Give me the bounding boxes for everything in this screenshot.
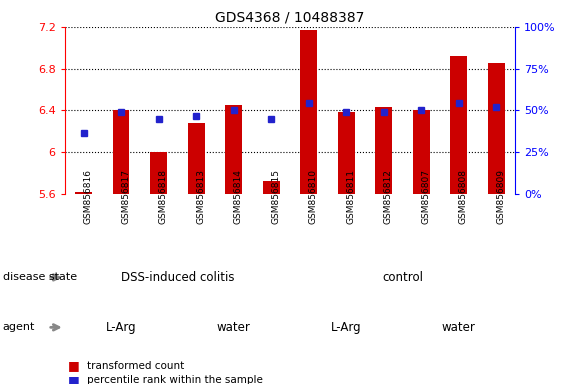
Text: water: water (217, 321, 251, 334)
Bar (450, 56, 467, 194)
Text: L-Arg: L-Arg (331, 321, 361, 334)
Text: ■: ■ (68, 359, 79, 372)
Text: GSM856818: GSM856818 (159, 169, 168, 224)
Text: ■: ■ (68, 374, 79, 384)
Bar (113, 111, 129, 194)
Text: GSM856810: GSM856810 (309, 169, 318, 224)
Text: GSM856815: GSM856815 (271, 169, 280, 224)
Bar (338, 113, 355, 194)
Text: GSM856811: GSM856811 (346, 169, 355, 224)
Text: GSM856817: GSM856817 (121, 169, 130, 224)
Text: DSS-induced colitis: DSS-induced colitis (120, 271, 234, 284)
Text: GSM856813: GSM856813 (196, 169, 205, 224)
Text: GSM856809: GSM856809 (497, 169, 506, 224)
Text: control: control (382, 271, 423, 284)
Text: GSM856812: GSM856812 (384, 169, 393, 224)
Bar (187, 123, 204, 194)
Text: water: water (442, 321, 476, 334)
Text: transformed count: transformed count (87, 361, 185, 371)
Bar (75, 192, 92, 194)
Bar (413, 111, 430, 194)
Text: percentile rank within the sample: percentile rank within the sample (87, 375, 263, 384)
Bar (376, 107, 392, 194)
Text: GSM856816: GSM856816 (83, 169, 92, 224)
Bar (150, 152, 167, 194)
Text: GSM856807: GSM856807 (421, 169, 430, 224)
Text: agent: agent (3, 322, 35, 333)
Text: L-Arg: L-Arg (106, 321, 136, 334)
Bar (300, 30, 317, 194)
Bar (225, 105, 242, 194)
Bar (488, 63, 505, 194)
Bar (263, 181, 280, 194)
Title: GDS4368 / 10488387: GDS4368 / 10488387 (215, 10, 365, 24)
Text: disease state: disease state (3, 272, 77, 283)
Text: GSM856808: GSM856808 (459, 169, 468, 224)
Text: GSM856814: GSM856814 (234, 169, 243, 224)
